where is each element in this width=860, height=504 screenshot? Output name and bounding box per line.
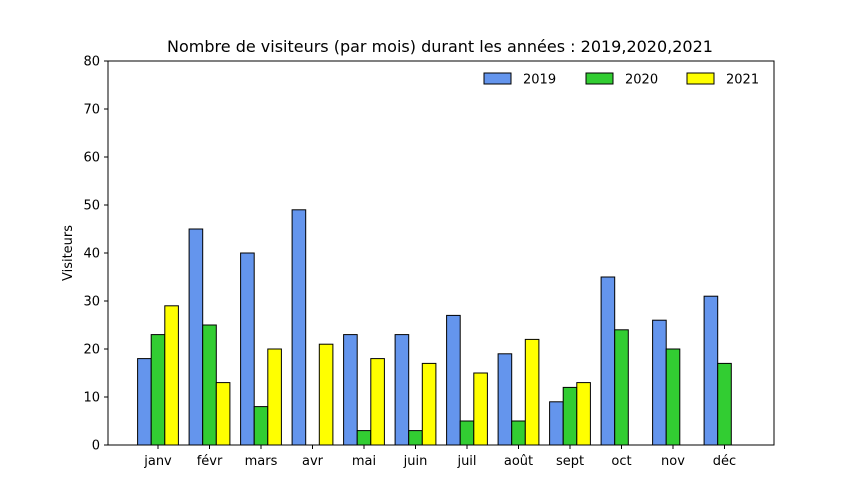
bar-2019-juin xyxy=(394,334,410,446)
plot-area: 0 10 20 30 40 50 60 70 80 janv févr mars avr mai juin j… xyxy=(83,55,775,469)
y-tick-label: 70 xyxy=(83,103,100,118)
bar-2019-avr xyxy=(291,209,307,446)
bar-2020-oct xyxy=(614,329,629,446)
y-tick-label: 40 xyxy=(83,247,100,262)
legend: 2019 2020 2021 xyxy=(483,72,759,88)
bar-2021-mai xyxy=(370,358,385,446)
bar-2020-mai xyxy=(356,430,372,446)
y-tick-label: 30 xyxy=(83,295,100,310)
x-tick-label: mai xyxy=(352,454,376,469)
bar-2021-août xyxy=(524,338,540,446)
legend-label-2021: 2021 xyxy=(726,73,759,88)
bar-2019-févr xyxy=(188,228,204,446)
y-tick-label: 10 xyxy=(83,391,100,406)
bar-2020-sept xyxy=(562,386,578,446)
x-tick-label: sept xyxy=(556,454,584,469)
x-tick-label: janv xyxy=(143,454,172,469)
bar-2021-juil xyxy=(473,372,488,446)
bar-2020-févr xyxy=(202,324,217,446)
bar-2021-févr xyxy=(215,382,231,446)
chart-title: Nombre de visiteurs (par mois) durant le… xyxy=(167,37,713,56)
y-tick-label: 20 xyxy=(83,343,100,358)
bar-2019-mai xyxy=(343,334,358,446)
bar-2020-janv xyxy=(150,334,166,446)
bar-2020-nov xyxy=(665,348,681,446)
legend-label-2019: 2019 xyxy=(523,73,556,88)
bar-2019-oct xyxy=(600,276,616,446)
y-tick-label: 0 xyxy=(92,439,100,454)
bar-2021-avr xyxy=(318,343,334,446)
bar-2019-nov xyxy=(652,319,667,446)
x-tick-label: juil xyxy=(456,454,476,469)
bar-2019-mars xyxy=(240,252,255,446)
bar-2019-sept xyxy=(549,401,564,446)
bar-2021-sept xyxy=(576,382,591,446)
bar-2021-janv xyxy=(164,305,179,446)
x-tick-label: févr xyxy=(197,454,223,469)
bar-2019-août xyxy=(497,353,513,446)
legend-swatch-2019 xyxy=(483,72,512,85)
bar-2019-déc xyxy=(703,295,719,446)
bar-2020-août xyxy=(511,420,526,446)
bar-2020-mars xyxy=(253,406,269,446)
x-tick-label: nov xyxy=(661,454,685,469)
y-tick-label: 50 xyxy=(83,199,100,214)
bar-2019-janv xyxy=(137,358,152,446)
y-axis-label: Visiteurs xyxy=(61,225,76,281)
legend-swatch-2020 xyxy=(585,72,614,85)
bar-2020-juin xyxy=(408,430,423,446)
bar-2021-juin xyxy=(421,362,437,446)
bar-2020-déc xyxy=(717,362,732,446)
legend-swatch-2021 xyxy=(686,72,715,85)
x-tick-label: oct xyxy=(611,454,631,469)
bar-2021-mars xyxy=(267,348,282,446)
x-tick-label: mars xyxy=(245,454,278,469)
legend-label-2020: 2020 xyxy=(625,73,658,88)
x-tick-label: déc xyxy=(713,454,736,469)
y-tick-label: 60 xyxy=(83,151,100,166)
x-tick-label: avr xyxy=(302,454,324,469)
bar-2020-juil xyxy=(459,420,475,446)
y-tick-label: 80 xyxy=(83,55,100,70)
bar-2019-juil xyxy=(446,314,461,446)
x-tick-label: août xyxy=(504,454,533,469)
x-tick-label: juin xyxy=(403,454,428,469)
